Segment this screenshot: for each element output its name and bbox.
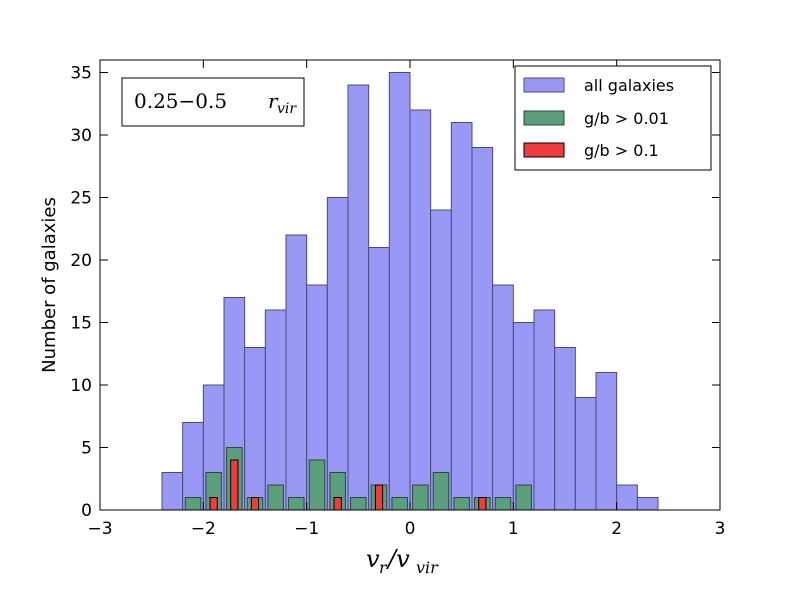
legend-label-all-galaxies: all galaxies bbox=[584, 76, 674, 95]
bar-gb-01 bbox=[374, 484, 384, 511]
bar-gb-01 bbox=[333, 497, 342, 511]
bar-all-galaxies bbox=[533, 309, 556, 511]
bar-all-galaxies bbox=[182, 422, 204, 511]
bar-gb-001 bbox=[288, 497, 305, 511]
bar-gb-001 bbox=[453, 497, 470, 511]
annotation-box bbox=[121, 77, 305, 127]
bar-all-galaxies bbox=[636, 497, 659, 511]
y-tick-label: 20 bbox=[70, 251, 92, 271]
bar-gb-001 bbox=[432, 472, 450, 511]
bar-all-galaxies bbox=[574, 397, 597, 511]
bar-all-galaxies bbox=[554, 347, 576, 511]
bar-all-galaxies bbox=[161, 472, 184, 511]
bar-all-galaxies bbox=[471, 147, 494, 511]
y-axis-label: Number of galaxies bbox=[39, 197, 60, 373]
range-annotation: 0.25−0.5 r vir bbox=[121, 77, 305, 127]
x-axis-label: v r /v vir bbox=[366, 545, 439, 577]
annotation-symbol-sub: vir bbox=[277, 101, 297, 117]
x-tick-label: −3 bbox=[87, 519, 112, 539]
bar-all-galaxies bbox=[264, 309, 287, 511]
bar-gb-001 bbox=[391, 497, 408, 511]
bar-all-galaxies bbox=[492, 284, 514, 511]
legend-swatch-all-galaxies bbox=[523, 77, 565, 93]
x-tick-label: 1 bbox=[508, 519, 519, 539]
annotation-symbol: r bbox=[268, 89, 279, 113]
x-tick-label: 2 bbox=[611, 519, 622, 539]
legend-swatch-gb-001 bbox=[523, 110, 565, 126]
bar-all-galaxies bbox=[244, 347, 266, 511]
bar-gb-001 bbox=[308, 459, 326, 511]
bar-all-galaxies bbox=[409, 109, 432, 511]
bar-gb-001 bbox=[184, 497, 202, 511]
bar-all-galaxies bbox=[450, 122, 473, 511]
legend-label-gb-001: g/b > 0.01 bbox=[584, 109, 669, 128]
bar-all-galaxies bbox=[347, 84, 370, 511]
bar-all-galaxies bbox=[368, 247, 390, 511]
x-axis-label-v: v bbox=[366, 545, 380, 573]
bar-gb-01 bbox=[230, 459, 239, 511]
bar-all-galaxies bbox=[326, 197, 349, 511]
y-tick-label: 0 bbox=[81, 501, 92, 521]
bar-all-galaxies bbox=[285, 234, 308, 511]
bar-all-galaxies bbox=[430, 209, 452, 511]
x-axis-label-sub-r: r bbox=[379, 558, 388, 577]
y-tick-label: 10 bbox=[70, 376, 92, 396]
bar-all-galaxies bbox=[388, 72, 411, 511]
bar-gb-001 bbox=[267, 484, 284, 511]
series-gb-01 bbox=[209, 459, 487, 511]
legend: all galaxies g/b > 0.01 g/b > 0.1 bbox=[514, 65, 712, 171]
x-tick-label: −2 bbox=[191, 519, 216, 539]
bar-gb-01 bbox=[250, 497, 260, 511]
y-tick-label: 30 bbox=[70, 126, 92, 146]
x-axis-label-sub-vir: vir bbox=[416, 558, 439, 577]
bar-gb-01 bbox=[209, 497, 218, 511]
legend-label-gb-01: g/b > 0.1 bbox=[584, 141, 659, 160]
bar-gb-001 bbox=[515, 484, 532, 511]
y-tick-label: 35 bbox=[70, 64, 92, 84]
bar-all-galaxies bbox=[512, 322, 535, 511]
x-tick-label: 3 bbox=[715, 519, 726, 539]
annotation-range: 0.25−0.5 bbox=[134, 89, 227, 113]
y-tick-label: 5 bbox=[81, 439, 92, 459]
y-tick-label: 25 bbox=[70, 189, 92, 209]
legend-swatch-gb-01 bbox=[523, 142, 565, 158]
bar-gb-001 bbox=[412, 484, 429, 511]
bar-gb-001 bbox=[494, 497, 512, 511]
bar-all-galaxies bbox=[616, 484, 638, 511]
bar-all-galaxies bbox=[595, 372, 618, 511]
x-tick-label: 0 bbox=[405, 519, 416, 539]
x-tick-label: −1 bbox=[294, 519, 319, 539]
bar-gb-01 bbox=[478, 497, 487, 511]
y-tick-label: 15 bbox=[70, 314, 92, 334]
bar-gb-001 bbox=[350, 497, 367, 511]
x-axis-label-sep: /v bbox=[386, 545, 410, 573]
